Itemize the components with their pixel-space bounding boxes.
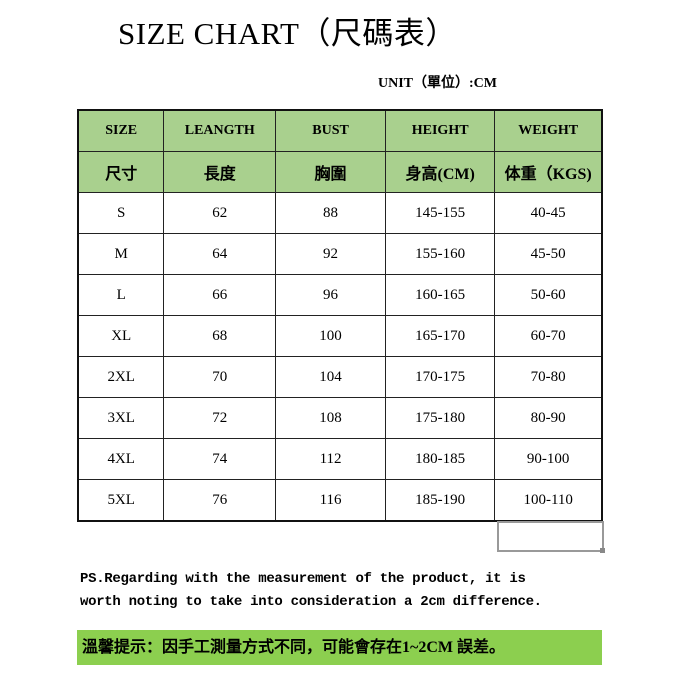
table-cell: 116 bbox=[275, 479, 386, 522]
table-cell: 70-80 bbox=[494, 356, 603, 398]
note-line: worth noting to take into consideration … bbox=[80, 594, 542, 610]
table-cell: 112 bbox=[275, 438, 386, 480]
table-cell: 5XL bbox=[77, 479, 165, 522]
table-cell: 145-155 bbox=[384, 192, 496, 234]
table-cell: 2XL bbox=[77, 356, 165, 398]
table-cell: 50-60 bbox=[494, 274, 603, 316]
header-cell: 長度 bbox=[163, 151, 277, 193]
table-cell: 62 bbox=[163, 192, 277, 234]
table-cell: XL bbox=[77, 315, 165, 357]
header-cell: WEIGHT bbox=[494, 109, 603, 152]
table-cell: 64 bbox=[163, 233, 277, 275]
table-cell: 68 bbox=[163, 315, 277, 357]
page-title: SIZE CHART（尺碼表） bbox=[118, 16, 457, 51]
table-cell: 80-90 bbox=[494, 397, 603, 439]
table-cell: 180-185 bbox=[384, 438, 496, 480]
table-cell: 3XL bbox=[77, 397, 165, 439]
table-cell: 175-180 bbox=[384, 397, 496, 439]
header-row-en: SIZE LEANGTH BUST HEIGHT WEIGHT bbox=[77, 109, 603, 152]
header-cell: SIZE bbox=[77, 109, 165, 152]
table-cell: 165-170 bbox=[384, 315, 496, 357]
table-cell: 4XL bbox=[77, 438, 165, 480]
table-cell: 160-165 bbox=[384, 274, 496, 316]
measurement-note: PS.Regarding with the measurement of the… bbox=[80, 568, 542, 614]
table-cell: 170-175 bbox=[384, 356, 496, 398]
table-row: 2XL 70 104 170-175 70-80 bbox=[77, 356, 603, 398]
table-cell: 88 bbox=[275, 192, 386, 234]
fill-handle bbox=[600, 548, 605, 553]
warm-tip-banner: 溫馨提示：因手工測量方式不同，可能會存在1~2CM 誤差。 bbox=[77, 630, 602, 665]
table-cell: 60-70 bbox=[494, 315, 603, 357]
size-table: SIZE LEANGTH BUST HEIGHT WEIGHT 尺寸 長度 胸圍… bbox=[77, 109, 603, 522]
header-cell: BUST bbox=[275, 109, 386, 152]
table-cell: 108 bbox=[275, 397, 386, 439]
table-row: S 62 88 145-155 40-45 bbox=[77, 192, 603, 234]
header-cell: 胸圍 bbox=[275, 151, 386, 193]
table-row: 5XL 76 116 185-190 100-110 bbox=[77, 479, 603, 522]
table-cell: 96 bbox=[275, 274, 386, 316]
selected-cell-box bbox=[497, 521, 605, 553]
header-cell: HEIGHT bbox=[384, 109, 496, 152]
table-cell: 40-45 bbox=[494, 192, 603, 234]
table-cell: 104 bbox=[275, 356, 386, 398]
header-cell: 尺寸 bbox=[77, 151, 165, 193]
table-cell: 72 bbox=[163, 397, 277, 439]
header-cell: 体重（KGS) bbox=[494, 151, 603, 193]
table-cell: 90-100 bbox=[494, 438, 603, 480]
table-cell: 100-110 bbox=[494, 479, 603, 522]
unit-label: UNIT（單位）:CM bbox=[378, 76, 497, 91]
table-cell: 45-50 bbox=[494, 233, 603, 275]
table-cell: 185-190 bbox=[384, 479, 496, 522]
header-cell: LEANGTH bbox=[163, 109, 277, 152]
table-cell: 66 bbox=[163, 274, 277, 316]
table-cell: 70 bbox=[163, 356, 277, 398]
table-row: 3XL 72 108 175-180 80-90 bbox=[77, 397, 603, 439]
table-row: L 66 96 160-165 50-60 bbox=[77, 274, 603, 316]
table-cell: S bbox=[77, 192, 165, 234]
header-cell: 身高(CM) bbox=[384, 151, 496, 193]
table-cell: 92 bbox=[275, 233, 386, 275]
note-line: PS.Regarding with the measurement of the… bbox=[80, 571, 526, 587]
table-cell: 74 bbox=[163, 438, 277, 480]
header-row-zh: 尺寸 長度 胸圍 身高(CM) 体重（KGS) bbox=[77, 151, 603, 193]
table-row: 4XL 74 112 180-185 90-100 bbox=[77, 438, 603, 480]
table-cell: L bbox=[77, 274, 165, 316]
table-row: XL 68 100 165-170 60-70 bbox=[77, 315, 603, 357]
table-cell: 100 bbox=[275, 315, 386, 357]
table-cell: M bbox=[77, 233, 165, 275]
table-cell: 155-160 bbox=[384, 233, 496, 275]
table-cell: 76 bbox=[163, 479, 277, 522]
table-row: M 64 92 155-160 45-50 bbox=[77, 233, 603, 275]
